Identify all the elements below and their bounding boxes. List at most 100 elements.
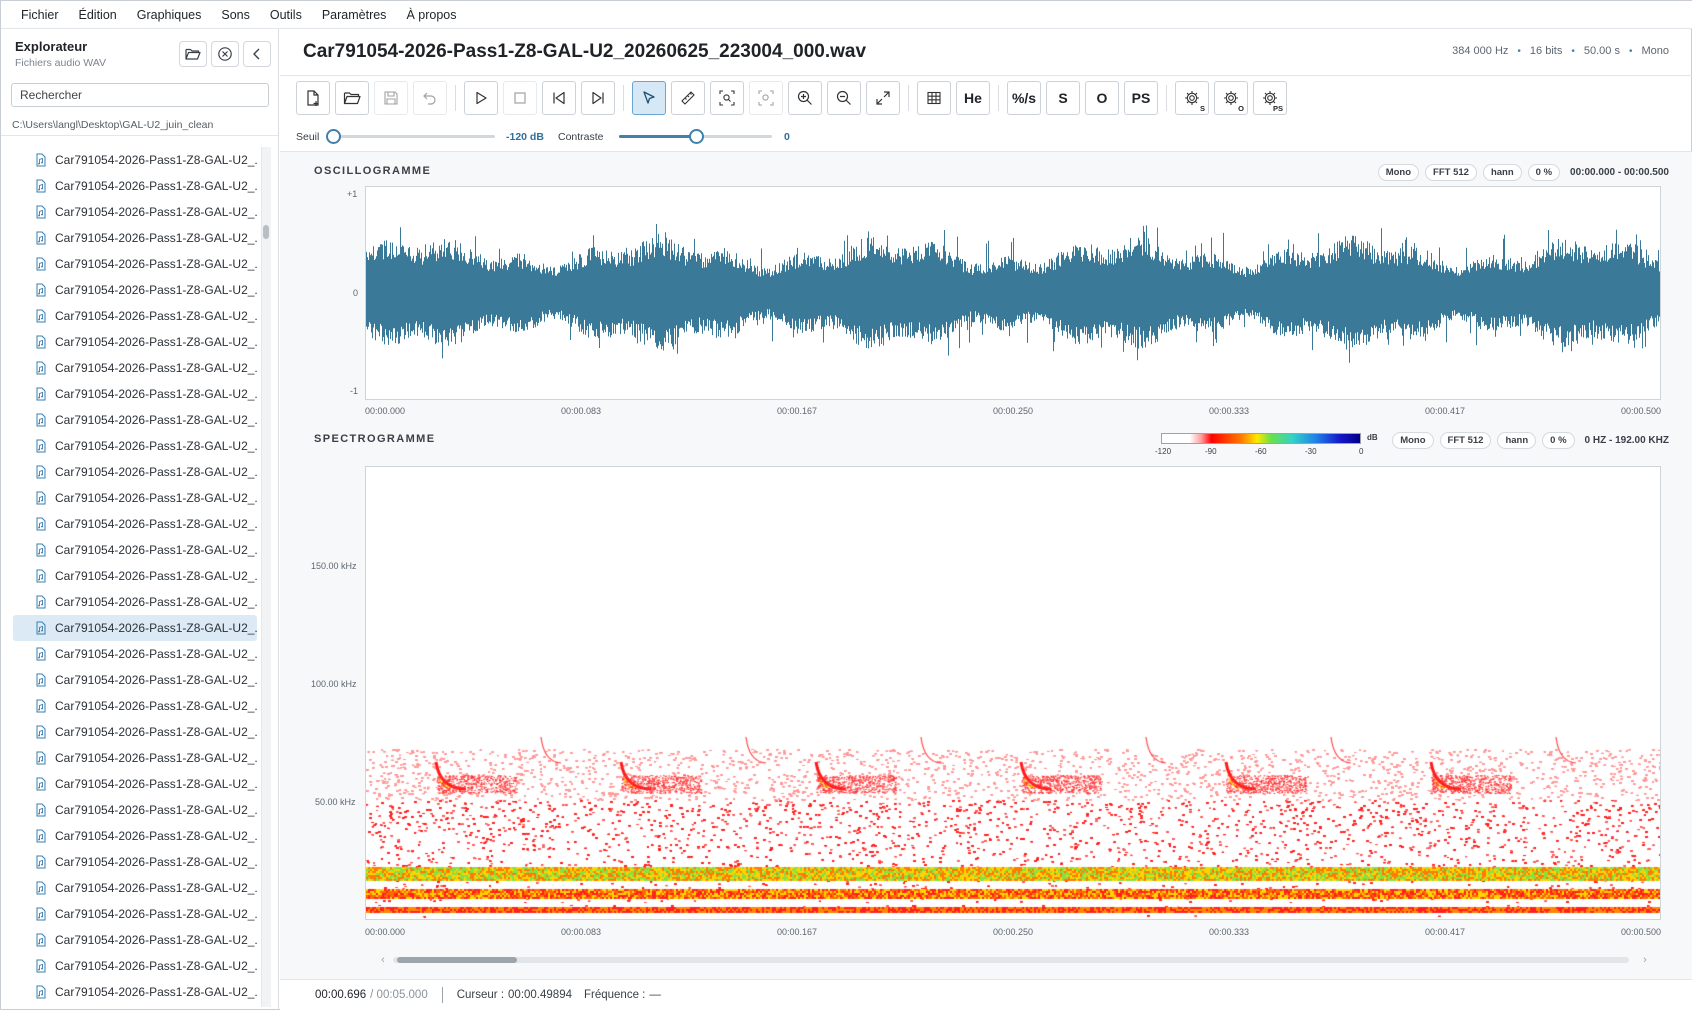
file-list-item[interactable]: Car791054-2026-Pass1-Z8-GAL-U2_... <box>13 563 257 589</box>
file-list-item[interactable]: Car791054-2026-Pass1-Z8-GAL-U2_... <box>13 797 257 823</box>
measure-tool-button[interactable] <box>671 81 705 115</box>
o-button[interactable]: O <box>1085 81 1119 115</box>
percent-per-second-button[interactable]: %/s <box>1007 81 1041 115</box>
table-button[interactable] <box>917 81 951 115</box>
file-list-item[interactable]: Car791054-2026-Pass1-Z8-GAL-U2_... <box>13 745 257 771</box>
file-list-item[interactable]: Car791054-2026-Pass1-Z8-GAL-U2_... <box>13 355 257 381</box>
file-list-item[interactable]: Car791054-2026-Pass1-Z8-GAL-U2_... <box>13 433 257 459</box>
channel-chip[interactable]: Mono <box>1392 432 1434 449</box>
collapse-sidebar-button[interactable] <box>243 41 271 67</box>
menu-fichier[interactable]: Fichier <box>21 7 59 22</box>
file-list-item[interactable]: Car791054-2026-Pass1-Z8-GAL-U2_... <box>13 537 257 563</box>
file-list-item[interactable]: Car791054-2026-Pass1-Z8-GAL-U2_... <box>13 147 257 173</box>
file-list-item[interactable]: Car791054-2026-Pass1-Z8-GAL-U2_... <box>13 849 257 875</box>
fft-chip[interactable]: FFT 512 <box>1439 432 1492 449</box>
s-button[interactable]: S <box>1046 81 1080 115</box>
skip-end-button[interactable] <box>581 81 615 115</box>
file-list-item[interactable]: Car791054-2026-Pass1-Z8-GAL-U2_... <box>13 719 257 745</box>
file-list-item[interactable]: Car791054-2026-Pass1-Z8-GAL-U2_... <box>13 953 257 979</box>
window-chip[interactable]: hann <box>1482 164 1522 181</box>
zoom-out-icon <box>836 90 851 105</box>
sample-rate: 384 000 Hz <box>1452 45 1509 57</box>
file-list-item[interactable]: Car791054-2026-Pass1-Z8-GAL-U2_... <box>13 641 257 667</box>
he-button[interactable]: He <box>956 81 990 115</box>
ps-button[interactable]: PS <box>1124 81 1158 115</box>
file-list-item[interactable]: Car791054-2026-Pass1-Z8-GAL-U2_... <box>13 251 257 277</box>
channel-chip[interactable]: Mono <box>1377 164 1420 181</box>
expand-button[interactable] <box>866 81 900 115</box>
time-scrollbar[interactable]: ‹ › <box>373 953 1653 966</box>
file-list-item[interactable]: Car791054-2026-Pass1-Z8-GAL-U2_... <box>13 225 257 251</box>
file-list-item[interactable]: Car791054-2026-Pass1-Z8-GAL-U2_... <box>13 615 257 641</box>
window-chip[interactable]: hann <box>1497 432 1537 449</box>
menu-a-propos[interactable]: À propos <box>406 7 457 22</box>
save-button[interactable] <box>374 81 408 115</box>
overlap-chip[interactable]: 0 % <box>1542 432 1575 449</box>
zoom-out-button[interactable] <box>827 81 861 115</box>
file-list-item[interactable]: Car791054-2026-Pass1-Z8-GAL-U2_... <box>13 771 257 797</box>
toolbar-divider <box>1166 85 1167 111</box>
scroll-left-icon[interactable]: ‹ <box>381 954 385 966</box>
file-list-item[interactable]: Car791054-2026-Pass1-Z8-GAL-U2_... <box>13 199 257 225</box>
settings-o-label: O <box>1238 104 1244 113</box>
file-list-item[interactable]: Car791054-2026-Pass1-Z8-GAL-U2_... <box>13 511 257 537</box>
menu-edition[interactable]: Édition <box>78 7 117 22</box>
db-gradient-bar <box>1161 433 1361 444</box>
menu-outils[interactable]: Outils <box>269 7 302 22</box>
legend-tick: -90 <box>1205 447 1217 456</box>
file-list-item[interactable]: Car791054-2026-Pass1-Z8-GAL-U2_... <box>13 823 257 849</box>
file-list-item[interactable]: Car791054-2026-Pass1-Z8-GAL-U2_... <box>13 589 257 615</box>
file-list-item[interactable]: Car791054-2026-Pass1-Z8-GAL-U2_... <box>13 667 257 693</box>
spectrogram-plot[interactable] <box>365 466 1661 920</box>
settings-o-button[interactable]: O <box>1214 81 1248 115</box>
file-name: Car791054-2026-Pass1-Z8-GAL-U2_... <box>55 803 257 817</box>
undo-button[interactable] <box>413 81 447 115</box>
settings-s-button[interactable]: S <box>1175 81 1209 115</box>
file-name: Car791054-2026-Pass1-Z8-GAL-U2_... <box>55 881 257 895</box>
file-list-item[interactable]: Car791054-2026-Pass1-Z8-GAL-U2_... <box>13 329 257 355</box>
file-list-scroll-thumb[interactable] <box>263 225 269 239</box>
seuil-slider-handle[interactable] <box>326 129 341 144</box>
file-list-scrollbar[interactable] <box>261 147 271 1007</box>
close-folder-button[interactable] <box>211 41 239 67</box>
file-list-item[interactable]: Car791054-2026-Pass1-Z8-GAL-U2_... <box>13 303 257 329</box>
file-list-item[interactable]: Car791054-2026-Pass1-Z8-GAL-U2_... <box>13 459 257 485</box>
skip-start-button[interactable] <box>542 81 576 115</box>
stop-button[interactable] <box>503 81 537 115</box>
play-button[interactable] <box>464 81 498 115</box>
zoom-in-button[interactable] <box>788 81 822 115</box>
file-list-item[interactable]: Car791054-2026-Pass1-Z8-GAL-U2_... <box>13 979 257 1005</box>
time-scroll-thumb[interactable] <box>397 957 517 963</box>
file-list-item[interactable]: Car791054-2026-Pass1-Z8-GAL-U2_... <box>13 927 257 953</box>
settings-ps-button[interactable]: PS <box>1253 81 1287 115</box>
seuil-track[interactable] <box>333 135 495 138</box>
oscillogram-chips: Mono FFT 512 hann 0 % 00:00.000 - 00:00.… <box>1377 164 1669 181</box>
zoom-selection-button[interactable] <box>710 81 744 115</box>
file-list-item[interactable]: Car791054-2026-Pass1-Z8-GAL-U2_... <box>13 277 257 303</box>
zoom-fit-button[interactable] <box>749 81 783 115</box>
file-list-item[interactable]: Car791054-2026-Pass1-Z8-GAL-U2_... <box>13 901 257 927</box>
file-list-item[interactable]: Car791054-2026-Pass1-Z8-GAL-U2_... <box>13 407 257 433</box>
oscillogram-plot[interactable] <box>365 186 1661 400</box>
menu-sons[interactable]: Sons <box>221 7 250 22</box>
file-list-item[interactable]: Car791054-2026-Pass1-Z8-GAL-U2_... <box>13 173 257 199</box>
overlap-chip[interactable]: 0 % <box>1527 164 1561 181</box>
select-tool-button[interactable] <box>632 81 666 115</box>
open-file-button[interactable] <box>335 81 369 115</box>
osc-y-tick: 0 <box>353 288 359 298</box>
time-scroll-track[interactable] <box>393 957 1629 963</box>
fft-chip[interactable]: FFT 512 <box>1425 164 1477 181</box>
file-list-item[interactable]: Car791054-2026-Pass1-Z8-GAL-U2_... <box>13 381 257 407</box>
menu-parametres[interactable]: Paramètres <box>321 7 387 22</box>
new-file-button[interactable] <box>296 81 330 115</box>
search-input[interactable] <box>11 83 269 107</box>
menu-graphiques[interactable]: Graphiques <box>136 7 202 22</box>
file-list-item[interactable]: Car791054-2026-Pass1-Z8-GAL-U2_... <box>13 875 257 901</box>
x-tick: 00:00.083 <box>561 406 602 416</box>
scroll-right-icon[interactable]: › <box>1643 954 1647 966</box>
file-list-item[interactable]: Car791054-2026-Pass1-Z8-GAL-U2_... <box>13 485 257 511</box>
contraste-slider-handle[interactable] <box>688 129 704 144</box>
open-folder-button[interactable] <box>179 41 207 67</box>
file-list-item[interactable]: Car791054-2026-Pass1-Z8-GAL-U2_... <box>13 693 257 719</box>
audio-file-icon <box>36 673 46 687</box>
